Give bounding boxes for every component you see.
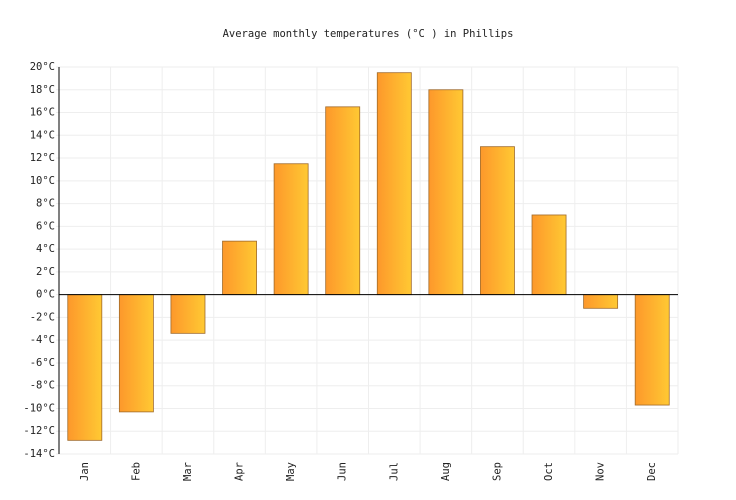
x-tick-label: Jan bbox=[79, 462, 91, 481]
y-tick-label: 6°C bbox=[36, 220, 55, 232]
bar bbox=[480, 146, 515, 296]
y-tick-label: 18°C bbox=[30, 84, 55, 96]
y-tick-label: -14°C bbox=[23, 448, 55, 460]
bar bbox=[273, 163, 309, 296]
bar bbox=[583, 294, 619, 309]
x-tick-label: Jun bbox=[337, 462, 349, 481]
y-tick-label: -6°C bbox=[30, 357, 55, 369]
x-tick-label: Apr bbox=[234, 462, 246, 481]
y-tick-label: 14°C bbox=[30, 129, 55, 141]
y-tick-label: 2°C bbox=[36, 266, 55, 278]
bar bbox=[376, 72, 412, 296]
y-tick-label: 0°C bbox=[36, 289, 55, 301]
x-tick-label: Sep bbox=[491, 462, 503, 481]
chart-title: Average monthly temperatures (°C ) in Ph… bbox=[223, 28, 514, 40]
y-tick-label: 12°C bbox=[30, 152, 55, 164]
y-tick-label: 4°C bbox=[36, 243, 55, 255]
x-tick-label: Aug bbox=[440, 462, 452, 481]
y-tick-label: 20°C bbox=[30, 61, 55, 73]
bar bbox=[67, 294, 103, 441]
bar bbox=[170, 294, 206, 334]
bar bbox=[634, 294, 670, 406]
y-tick-label: -4°C bbox=[30, 334, 55, 346]
y-tick-label: 16°C bbox=[30, 107, 55, 119]
x-tick-label: Mar bbox=[182, 462, 194, 481]
x-tick-label: May bbox=[285, 462, 297, 481]
x-tick-label: Oct bbox=[543, 462, 555, 481]
y-tick-label: -8°C bbox=[30, 380, 55, 392]
bar bbox=[531, 214, 567, 296]
y-tick-label: 10°C bbox=[30, 175, 55, 187]
bar bbox=[118, 294, 154, 413]
y-tick-label: 8°C bbox=[36, 198, 55, 210]
y-tick-label: -12°C bbox=[23, 425, 55, 437]
y-tick-label: -10°C bbox=[23, 402, 55, 414]
bar bbox=[325, 106, 361, 296]
x-tick-label: Nov bbox=[595, 462, 607, 481]
x-tick-label: Jul bbox=[388, 462, 400, 481]
bar bbox=[222, 240, 257, 296]
bar bbox=[428, 89, 464, 296]
y-tick-label: -2°C bbox=[30, 311, 55, 323]
x-tick-label: Dec bbox=[646, 462, 658, 481]
x-tick-label: Feb bbox=[130, 462, 142, 481]
